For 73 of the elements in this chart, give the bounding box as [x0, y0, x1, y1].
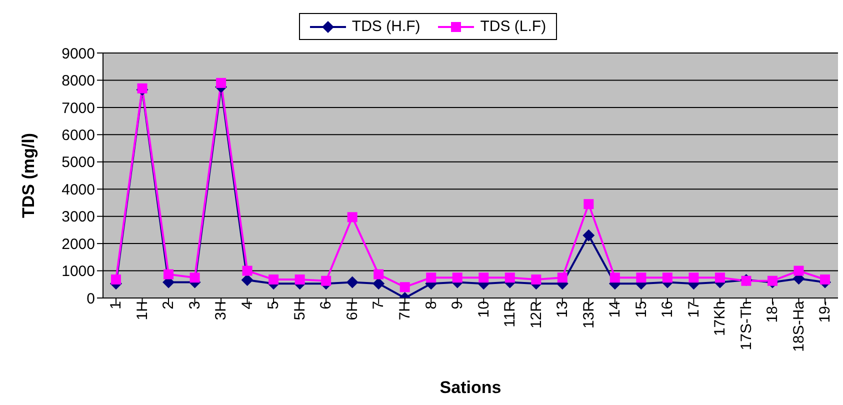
x-tick-label: 17Kh: [712, 301, 729, 336]
point: [268, 274, 279, 284]
x-tick-label: 13: [554, 301, 572, 318]
point: [346, 276, 358, 288]
point: [294, 274, 305, 284]
x-tick-label: 3H: [212, 301, 230, 320]
point: [714, 272, 725, 283]
point: [478, 272, 489, 283]
x-tick-label: 1: [108, 301, 125, 310]
point: [584, 199, 594, 210]
point: [400, 282, 410, 292]
point: [662, 272, 672, 283]
x-tick-label: 17S-Th: [738, 301, 755, 350]
y-tick-label: 6000: [62, 126, 95, 144]
point: [426, 272, 436, 283]
point: [582, 229, 595, 242]
point: [820, 274, 830, 284]
point: [242, 266, 252, 276]
point: [111, 274, 121, 284]
x-tick-label: 15: [632, 301, 650, 318]
x-tick-label: 9: [449, 301, 466, 310]
point: [610, 272, 620, 283]
point: [452, 272, 462, 283]
x-tick-label: 1H: [134, 301, 151, 320]
x-tick-label: 19-: [816, 301, 834, 323]
x-tick-label: 7: [370, 301, 388, 310]
point: [216, 78, 226, 88]
point: [794, 266, 804, 276]
x-tick-label: 7H: [396, 301, 414, 320]
x-tick-label: 13R: [580, 300, 598, 329]
point: [504, 272, 515, 283]
x-tick-label: 16: [659, 301, 676, 318]
x-tick-label: 8: [422, 301, 440, 310]
x-tick-label: 17: [685, 301, 702, 318]
y-tick-label: 7000: [62, 100, 95, 117]
point: [241, 274, 254, 286]
point: [321, 276, 332, 286]
x-tick-label: 3: [186, 301, 204, 310]
point: [137, 83, 148, 94]
y-tick-label: 1000: [62, 263, 95, 280]
point: [372, 278, 385, 290]
point: [557, 272, 568, 283]
y-tick-label: 5000: [62, 154, 95, 172]
x-tick-label: 14: [606, 301, 624, 318]
x-tick-label: 18S-Ha: [790, 300, 808, 352]
legend-label: TDS (H.F): [352, 18, 420, 35]
point: [636, 272, 646, 283]
x-tick-label: 2: [160, 301, 178, 310]
point: [374, 269, 384, 280]
point: [347, 212, 358, 222]
point: [531, 274, 542, 284]
y-axis-title: TDS (mg/l): [19, 133, 38, 218]
y-tick-label: 9000: [62, 45, 95, 62]
x-tick-label: 5H: [291, 301, 308, 320]
point: [688, 272, 699, 283]
legend-label: TDS (L.F): [480, 18, 546, 35]
x-tick-label: 12R: [528, 300, 545, 329]
y-tick-label: 8000: [62, 72, 95, 90]
y-tick-label: 2000: [62, 236, 95, 253]
x-tick-label: 4: [238, 301, 256, 310]
point: [164, 269, 174, 280]
y-tick-label: 4000: [62, 181, 95, 198]
x-tick-label: 11R: [502, 300, 519, 328]
x-tick-label: 18-: [764, 301, 782, 323]
x-axis-title: Sations: [440, 378, 502, 397]
x-tick-label: 6: [318, 301, 335, 310]
x-tick-label: 6H: [344, 301, 361, 320]
x-tick-label: 5: [265, 301, 282, 310]
point: [190, 272, 200, 283]
x-tick-label: 10: [475, 301, 492, 318]
y-tick-label: 0: [86, 290, 95, 308]
point: [767, 276, 778, 286]
y-tick-label: 3000: [62, 208, 95, 226]
